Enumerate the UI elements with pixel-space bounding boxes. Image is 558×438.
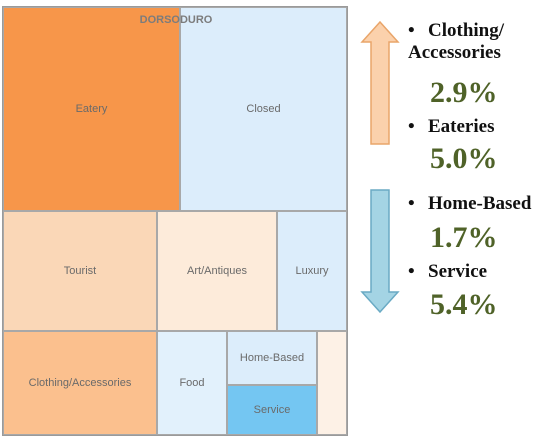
increase-item-clothing-value: 2.9% <box>430 76 498 109</box>
decrease-item-service: • Service <box>404 261 558 283</box>
increase-arrow-shape <box>360 20 400 145</box>
treemap-tile-unlabeled <box>317 331 347 435</box>
increase-arrow-icon <box>360 20 400 145</box>
decrease-arrow-shape <box>360 189 400 314</box>
treemap-tile-closed: Closed <box>180 7 347 211</box>
increase-item-clothing-label-line1: Clothing/ <box>428 20 505 41</box>
bullet-dot: • <box>408 116 415 137</box>
decrease-arrow-icon <box>360 189 400 314</box>
increase-item-eateries-value: 5.0% <box>430 142 498 175</box>
treemap-tile-art-antiques: Art/Antiques <box>157 211 277 331</box>
treemap-tile-tourist: Tourist <box>3 211 157 331</box>
treemap-tile-home-based: Home-Based <box>227 331 317 385</box>
bullet-dot: • <box>408 193 415 214</box>
increase-item-clothing-label-line2: Accessories <box>408 42 501 63</box>
increase-item-eateries-label: Eateries <box>428 116 495 137</box>
treemap-tile-food: Food <box>157 331 227 435</box>
treemap-tile-clothing-accessories: Clothing/Accessories <box>3 331 157 435</box>
decrease-item-service-value: 5.4% <box>430 288 498 321</box>
bullet-dot: • <box>408 20 415 41</box>
bullet-dot: • <box>408 261 415 282</box>
decrease-item-service-label: Service <box>428 261 488 282</box>
increase-item-clothing: • Clothing/ Accessories <box>404 20 558 64</box>
treemap-tile-eatery: Eatery <box>3 7 180 211</box>
treemap-tile-luxury: Luxury <box>277 211 347 331</box>
increase-item-eateries: • Eateries <box>404 116 558 138</box>
decrease-item-homebased-label: Home-Based <box>428 193 532 214</box>
treemap-tile-service: Service <box>227 385 317 435</box>
treemap-title: DORSODURO <box>139 14 213 26</box>
decrease-item-homebased-value: 1.7% <box>430 221 498 254</box>
treemap: DORSODURO Eatery Closed Tourist Art/Antique… <box>2 6 348 436</box>
decrease-item-homebased: • Home-Based <box>404 193 558 215</box>
